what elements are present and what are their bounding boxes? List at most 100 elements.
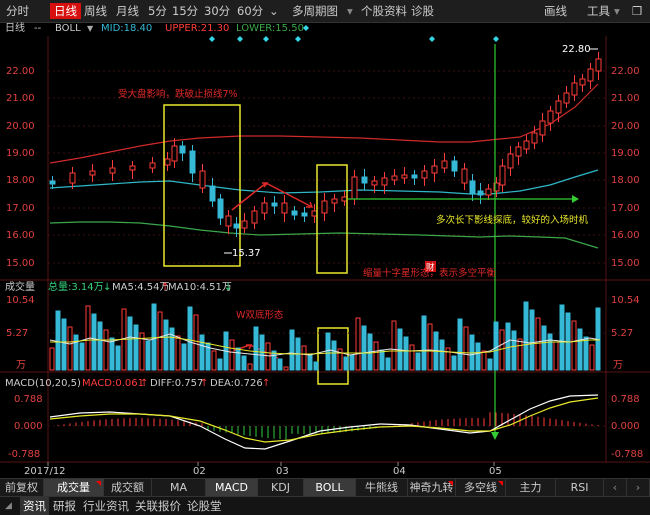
candlestick-series[interactable] [49,52,602,237]
volume-bar[interactable] [379,349,385,371]
volume-bar[interactable] [193,314,199,371]
volume-bar[interactable] [61,318,67,371]
caret-down-icon[interactable]: ▾ [614,4,620,18]
tab-macd[interactable]: MACD [206,479,258,496]
volume-bar[interactable] [163,319,169,371]
volume-bar[interactable] [571,320,577,371]
volume-bar[interactable] [241,355,247,371]
tab-rsi[interactable]: RSI [556,479,604,496]
volume-bar[interactable] [169,327,175,371]
tab-industry-news[interactable]: 行业资讯 [83,499,129,513]
candle[interactable] [233,223,240,229]
volume-bar[interactable] [49,347,55,371]
period-tab-daily[interactable]: 日线 [50,3,81,19]
volume-bar[interactable] [421,315,427,371]
volume-bar[interactable] [373,341,379,371]
volume-bar[interactable] [337,348,343,371]
volume-bar[interactable] [517,338,523,371]
candle[interactable] [371,180,378,186]
candle[interactable] [351,176,358,200]
candle[interactable] [595,58,602,72]
candle[interactable] [109,167,116,174]
candle[interactable] [271,202,278,207]
event-marker[interactable] [295,36,301,42]
volume-bar[interactable] [463,326,469,371]
volume-bar[interactable] [541,325,547,371]
candle[interactable] [477,190,484,196]
volume-bar[interactable] [457,318,463,371]
volume-bar[interactable] [439,339,445,371]
candle[interactable] [251,210,258,224]
volume-bar[interactable] [481,350,487,371]
period-tab-minute[interactable]: 分时 [6,4,29,18]
volume-bar[interactable] [289,329,295,371]
multi-period-button[interactable]: 多周期图 [292,4,338,18]
candle[interactable] [89,170,96,176]
candle[interactable] [129,165,136,171]
volume-bar[interactable] [205,342,211,371]
volume-bar[interactable] [577,328,583,371]
tab-magic-nine[interactable]: 神奇九转 [408,479,456,496]
volume-bar[interactable] [355,317,361,371]
volume-bar[interactable] [67,326,73,371]
volume-bar[interactable] [583,336,589,371]
volume-bar[interactable] [301,345,307,371]
candle[interactable] [179,145,186,154]
volume-bar[interactable] [493,321,499,371]
tab-bull-bear-line[interactable]: 牛熊线 [356,479,408,496]
volume-bar[interactable] [115,345,121,371]
candle[interactable] [261,202,268,214]
volume-bar[interactable] [97,321,103,371]
collapse-icon[interactable]: ◢ [5,501,12,511]
tab-news[interactable]: 资讯 [20,497,49,515]
candle[interactable] [441,160,448,169]
candle[interactable] [291,210,298,216]
volume-bar[interactable] [313,361,319,371]
volume-bar[interactable] [247,363,253,371]
candle[interactable] [555,100,562,114]
volume-bar[interactable] [139,332,145,371]
candle[interactable] [531,132,538,144]
candle[interactable] [401,174,408,179]
tab-kdj[interactable]: KDJ [258,479,304,496]
tab-discussion[interactable]: 论股堂 [187,499,222,513]
volume-bar[interactable] [475,342,481,371]
volume-bar[interactable] [229,339,235,371]
volume-bar[interactable] [559,304,565,371]
volume-bar[interactable] [487,358,493,371]
stock-info-button[interactable]: 个股资料 [361,4,407,18]
price-adjust-dropdown[interactable]: 前复权 [0,479,44,496]
event-marker[interactable] [493,36,499,42]
volume-bar[interactable] [181,343,187,371]
candle[interactable] [579,78,586,86]
candle[interactable] [493,182,500,192]
chevron-down-icon[interactable]: ▼ [87,24,94,33]
candle[interactable] [485,188,492,196]
candle[interactable] [361,176,368,184]
candle[interactable] [171,145,178,162]
period-tab-5min[interactable]: 5分 [148,4,167,18]
volume-bar[interactable] [109,337,115,371]
volume-bar[interactable] [547,333,553,371]
volume-bar[interactable] [361,325,367,371]
volume-bar[interactable] [277,358,283,371]
period-tab-weekly[interactable]: 周线 [84,4,107,18]
candle[interactable] [331,198,338,204]
volume-bar[interactable] [415,352,421,371]
volume-bar[interactable] [385,357,391,371]
volume-bar[interactable] [145,340,151,371]
volume-bar[interactable] [151,303,157,371]
volume-bar[interactable] [217,358,223,371]
candle[interactable] [209,185,216,202]
diagnose-button[interactable]: 诊股 [411,4,434,18]
candle[interactable] [391,175,398,181]
volume-bar[interactable] [325,332,331,371]
candle[interactable] [539,120,546,136]
volume-bar[interactable] [79,342,85,371]
volume-bar[interactable] [511,330,517,371]
volume-bar[interactable] [127,316,133,371]
candle[interactable] [189,150,196,174]
volume-bar[interactable] [157,311,163,371]
volume-bar[interactable] [265,342,271,371]
chevron-left-icon[interactable]: ‹ [604,479,627,496]
